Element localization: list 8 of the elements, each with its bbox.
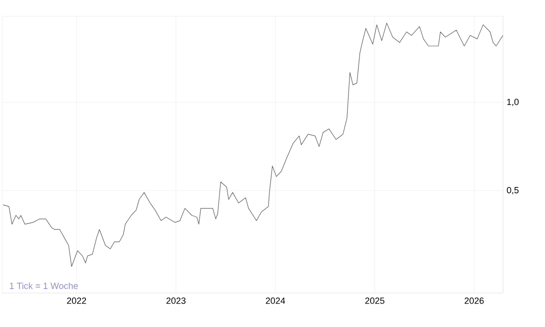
x-tick-label: 2024 <box>266 298 286 304</box>
x-tick-label: 2023 <box>166 298 186 304</box>
annotation: 1 Tick = 1 Woche <box>10 282 78 290</box>
y-tick-label: 1,0 <box>507 98 519 106</box>
x-tick-label: 2025 <box>365 298 384 304</box>
x-tick-label: 2026 <box>464 298 484 304</box>
x-tick-label: 2022 <box>67 298 86 304</box>
y-tick-label: 0,5 <box>506 186 519 194</box>
